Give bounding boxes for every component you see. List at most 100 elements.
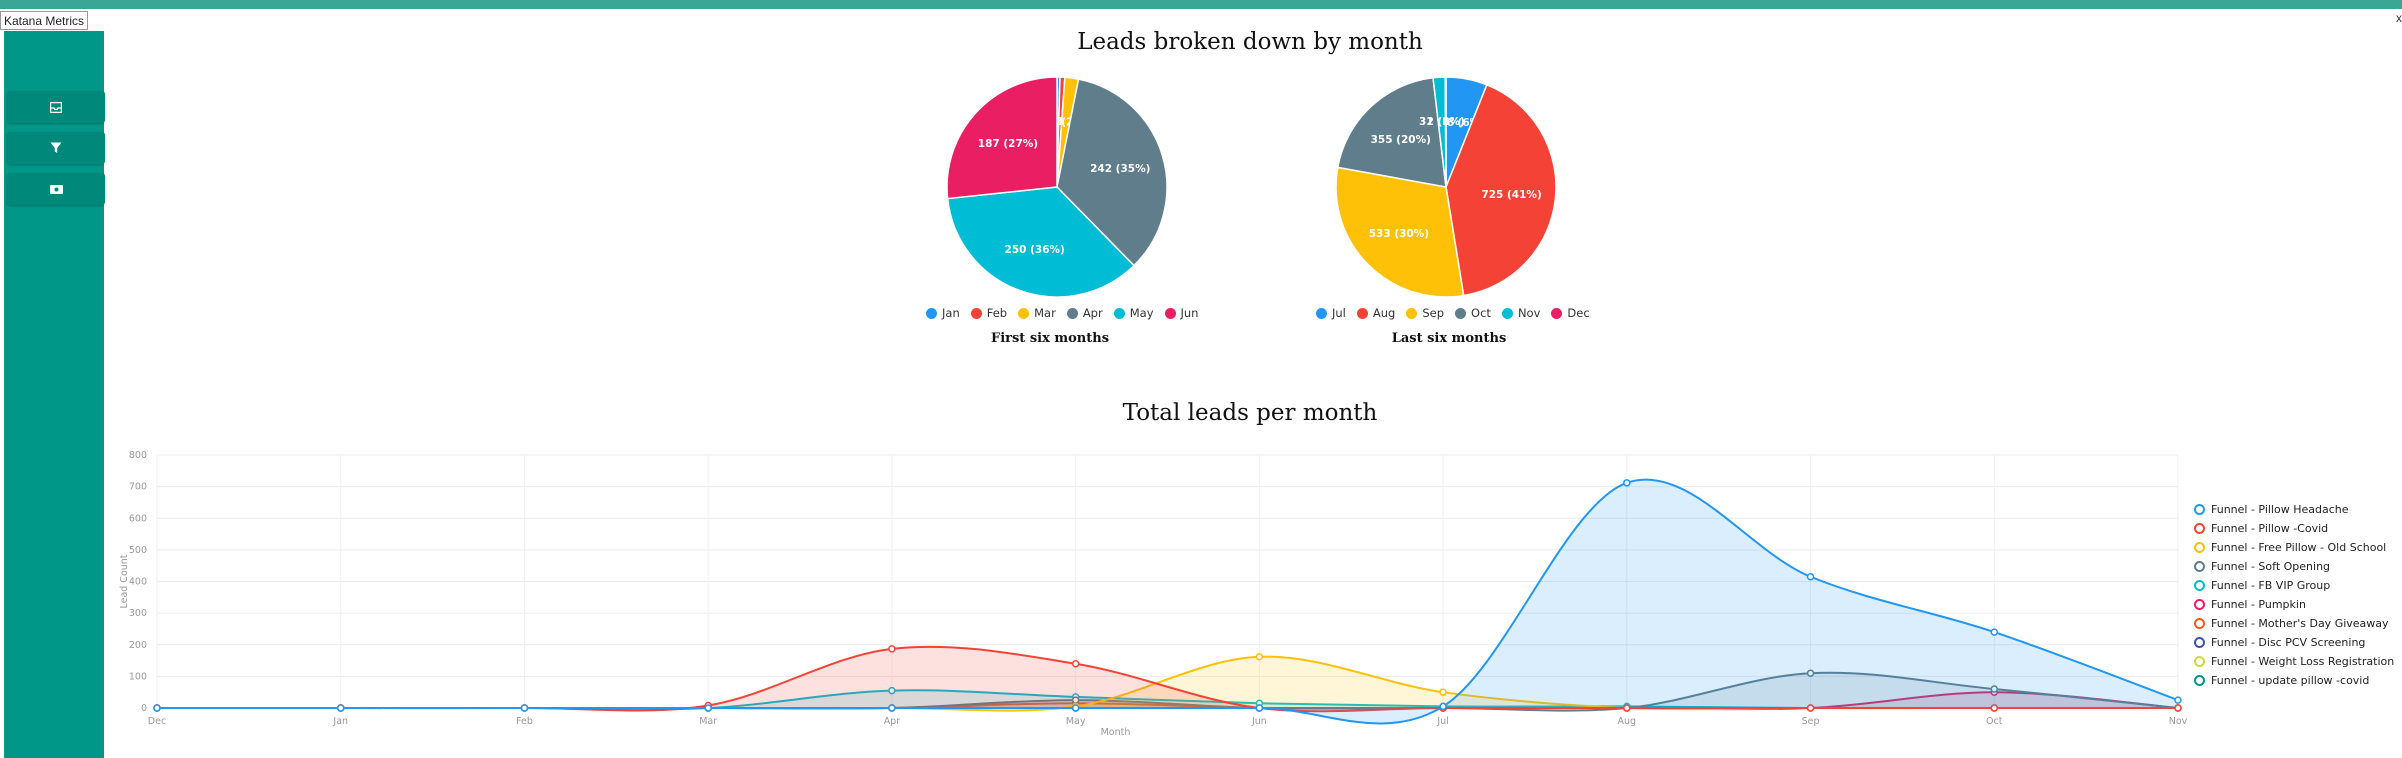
- pie-chart-last-six-months: 106 (6%) 725 (41%) 533 (30%) 355 (20%) 31 (2…: [1335, 76, 1557, 298]
- legend-item-oct[interactable]: Oct: [1455, 306, 1491, 320]
- data-point[interactable]: [1623, 479, 1631, 487]
- legend-label: Funnel - Weight Loss Registration: [2211, 655, 2395, 668]
- legend-dot: [1455, 307, 1467, 319]
- pie-caption-first-six-months: First six months: [990, 331, 1110, 346]
- x-tick-label: Mar: [699, 716, 717, 727]
- close-icon[interactable]: x: [2396, 11, 2402, 25]
- pie-slice-jun[interactable]: [946, 76, 1058, 200]
- legend-ring: [2194, 504, 2205, 515]
- data-point[interactable]: [1255, 653, 1264, 661]
- data-point[interactable]: [1071, 704, 1080, 712]
- line-legend-item[interactable]: Funnel - Pillow Headache: [2194, 500, 2394, 519]
- line-legend-item[interactable]: Funnel - Mother's Day Giveaway: [2194, 614, 2394, 633]
- pie-slice-apr[interactable]: [1056, 78, 1168, 267]
- y-tick-label: 600: [129, 513, 147, 524]
- window-top-bar: [0, 0, 2402, 9]
- legend-label: Jan: [942, 306, 960, 320]
- data-point[interactable]: [1071, 659, 1080, 668]
- line-chart-legend: Funnel - Pillow Headache Funnel - Pillow …: [2194, 500, 2394, 690]
- line-legend-item[interactable]: Funnel - Free Pillow - Old School: [2194, 538, 2394, 557]
- line-legend-item[interactable]: Funnel - Pumpkin: [2194, 595, 2394, 614]
- pie-slice-label: 242 (35%): [1090, 163, 1150, 175]
- line-legend-item[interactable]: Funnel - Disc PCV Screening: [2194, 633, 2394, 652]
- legend-item-mar[interactable]: Mar: [1018, 306, 1056, 320]
- data-point[interactable]: [1255, 704, 1264, 712]
- pie-legend-first-six-months: Jan Feb Mar Apr May Jun: [926, 306, 1209, 320]
- legend-label: Jul: [1332, 306, 1346, 320]
- data-point[interactable]: [1806, 704, 1815, 712]
- data-point[interactable]: [336, 704, 345, 712]
- series-line[interactable]: [156, 478, 2179, 725]
- line-section-title: Total leads per month: [1122, 400, 1378, 426]
- pie-slice-may[interactable]: [946, 186, 1136, 298]
- line-legend-item[interactable]: Funnel - update pillow -covid: [2194, 671, 2394, 690]
- pie-slice-oct[interactable]: [1336, 76, 1447, 188]
- pie-slice-aug[interactable]: [1445, 83, 1557, 297]
- y-tick-label: 0: [141, 703, 147, 714]
- series-area: [157, 646, 2178, 712]
- y-tick-label: 300: [129, 608, 147, 619]
- data-point[interactable]: [153, 704, 161, 712]
- legend-ring: [2194, 523, 2205, 534]
- data-point[interactable]: [1623, 704, 1631, 712]
- line-legend-item[interactable]: Funnel - Pillow -Covid: [2194, 519, 2394, 538]
- legend-item-may[interactable]: May: [1113, 306, 1154, 320]
- legend-item-aug[interactable]: Aug: [1356, 306, 1395, 320]
- app-title-tab[interactable]: Katana Metrics: [0, 11, 89, 30]
- data-point[interactable]: [1439, 688, 1447, 696]
- data-point[interactable]: [888, 686, 896, 695]
- data-point[interactable]: [1806, 669, 1815, 677]
- line-legend-item[interactable]: Funnel - FB VIP Group: [2194, 576, 2394, 595]
- legend-dot: [1316, 307, 1327, 319]
- sidebar-item-filter[interactable]: [7, 132, 105, 164]
- legend-item-feb[interactable]: Feb: [970, 306, 1007, 320]
- x-tick-label: May: [1066, 716, 1086, 727]
- line-legend-item[interactable]: Funnel - Weight Loss Registration: [2194, 652, 2394, 671]
- pie-slice-dec[interactable]: [1444, 76, 1447, 188]
- data-point[interactable]: [520, 704, 529, 712]
- pie-chart-first-six-months: 3 (0%)5 (1%)14 (2%)242 (35%)250 (36%)187…: [946, 76, 1168, 298]
- legend-ring: [2194, 542, 2205, 553]
- legend-label: Dec: [1567, 306, 1590, 320]
- legend-ring: [2194, 675, 2205, 686]
- legend-ring: [2194, 618, 2205, 629]
- legend-label: Funnel - Disc PCV Screening: [2211, 636, 2366, 649]
- legend-dot: [1066, 307, 1078, 319]
- legend-label: Funnel - FB VIP Group: [2211, 579, 2331, 592]
- legend-item-jun[interactable]: Jun: [1164, 306, 1198, 320]
- data-point[interactable]: [2174, 704, 2182, 712]
- data-point[interactable]: [1990, 704, 1999, 712]
- sidebar: [4, 31, 105, 758]
- sidebar-item-billing[interactable]: [7, 173, 105, 205]
- data-point[interactable]: [1990, 628, 1999, 636]
- x-axis-title: Month: [1101, 727, 1131, 738]
- inbox-icon: [50, 101, 62, 113]
- line-legend-item[interactable]: Funnel - Soft Opening: [2194, 557, 2394, 576]
- x-tick-label: Apr: [884, 716, 901, 727]
- legend-item-nov[interactable]: Nov: [1501, 306, 1540, 320]
- data-point[interactable]: [704, 704, 712, 712]
- pie-slice-sep[interactable]: [1335, 166, 1465, 298]
- data-point[interactable]: [1806, 573, 1815, 581]
- sidebar-item-inbox[interactable]: [7, 91, 105, 123]
- x-tick-label: Oct: [1986, 716, 2003, 727]
- legend-dot: [970, 307, 982, 319]
- x-tick-label: Jan: [332, 716, 348, 727]
- legend-item-dec[interactable]: Dec: [1551, 306, 1590, 320]
- data-point[interactable]: [1439, 702, 1447, 711]
- data-point[interactable]: [888, 704, 896, 712]
- y-tick-label: 500: [129, 545, 147, 556]
- legend-label: Funnel - update pillow -covid: [2211, 674, 2370, 687]
- data-point[interactable]: [2174, 696, 2182, 704]
- legend-item-apr[interactable]: Apr: [1066, 306, 1103, 320]
- pie-slice-label: 187 (27%): [978, 138, 1038, 150]
- y-tick-label: 400: [129, 577, 147, 588]
- data-point[interactable]: [888, 645, 896, 653]
- legend-item-sep[interactable]: Sep: [1406, 306, 1444, 320]
- legend-label: Funnel - Free Pillow - Old School: [2211, 541, 2387, 554]
- legend-item-jan[interactable]: Jan: [926, 306, 960, 320]
- legend-ring: [2194, 580, 2205, 591]
- legend-item-jul[interactable]: Jul: [1316, 306, 1346, 320]
- data-point[interactable]: [1990, 685, 1999, 693]
- x-tick-label: Feb: [516, 716, 533, 727]
